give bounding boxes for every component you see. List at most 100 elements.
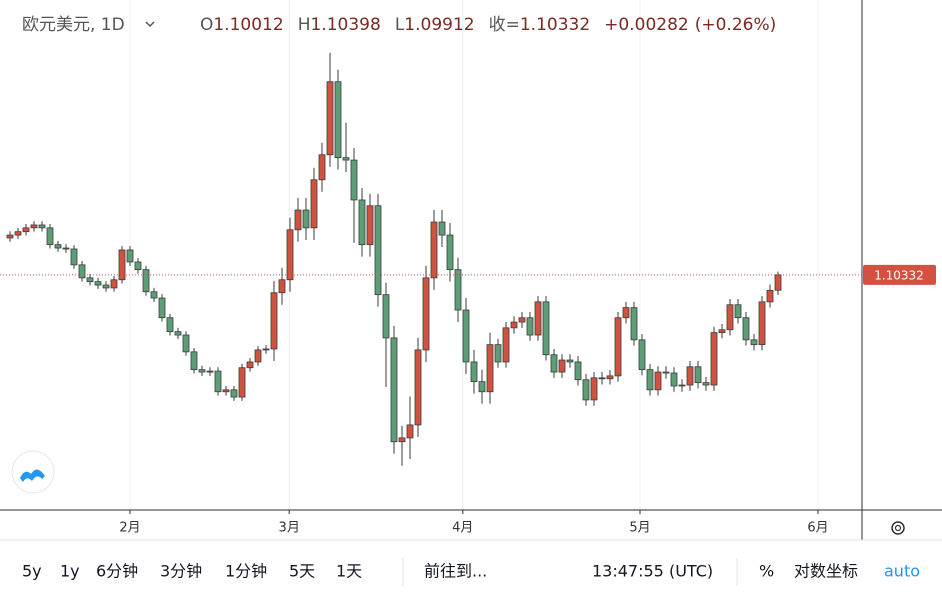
- candle-body: [758, 301, 766, 346]
- candle-body: [478, 381, 486, 393]
- candle-body: [686, 366, 694, 386]
- candle-body: [630, 307, 638, 341]
- candle-body: [406, 424, 414, 439]
- candle-body: [510, 321, 518, 329]
- candle-body: [358, 199, 366, 246]
- range-button[interactable]: 1分钟: [225, 562, 267, 581]
- candle-body: [86, 277, 94, 283]
- candle-body: [238, 367, 246, 398]
- candle-body: [710, 332, 718, 386]
- x-tick-label: 6月: [807, 521, 828, 536]
- logo-mark: [20, 469, 45, 482]
- ohlc-label: O: [200, 15, 213, 35]
- ohlc-label: H: [298, 15, 311, 35]
- logo[interactable]: [11, 450, 55, 494]
- candle-body: [694, 366, 702, 384]
- candle-body: [70, 248, 78, 266]
- candle-body: [102, 284, 110, 289]
- candle-body: [78, 264, 86, 279]
- candle-body: [486, 344, 494, 393]
- candle-body: [350, 159, 358, 201]
- candle-body: [718, 329, 726, 334]
- gear-hub: [894, 524, 902, 532]
- range-button[interactable]: 5y: [22, 562, 42, 581]
- candle-body: [310, 179, 318, 229]
- change-value: +0.00282: [604, 15, 689, 35]
- candle-body: [422, 277, 430, 351]
- log-button[interactable]: 对数坐标: [794, 562, 858, 581]
- range-button[interactable]: 6分钟: [96, 562, 138, 581]
- candle-body: [462, 309, 470, 363]
- candle-body: [214, 370, 222, 393]
- ohlc-value: 1.10012: [213, 15, 283, 35]
- candles: [6, 52, 782, 466]
- clock: 13:47:55 (UTC): [592, 562, 713, 581]
- ohlc-header: O1.10012 H1.10398 L1.09912 收=1.10332 +0.0028…: [200, 15, 776, 35]
- candle-body: [318, 154, 326, 181]
- candle-body: [150, 291, 158, 299]
- candle-body: [246, 361, 254, 369]
- candle-body: [30, 224, 38, 229]
- gear: [891, 521, 905, 535]
- candle-body: [54, 244, 62, 249]
- candle-body: [726, 304, 734, 331]
- ohlc-label: 收=: [489, 15, 520, 35]
- candle-body: [398, 437, 406, 443]
- candle-body: [22, 227, 30, 233]
- last-price-label: 1.10332: [874, 268, 924, 282]
- candle-body: [270, 292, 278, 350]
- ohlc-value: 1.10398: [311, 15, 381, 35]
- candle-body: [14, 231, 22, 236]
- candle-body: [470, 361, 478, 383]
- candle-body: [742, 317, 750, 341]
- ohlc-label: L: [395, 15, 405, 35]
- candle-body: [542, 301, 550, 356]
- goto-button[interactable]: 前往到...: [424, 562, 487, 581]
- auto-button[interactable]: auto: [884, 562, 920, 581]
- candle-body: [606, 375, 614, 380]
- candle-body: [614, 317, 622, 377]
- candle-body: [334, 81, 342, 159]
- candle-body: [438, 221, 446, 236]
- candle-body: [750, 339, 758, 346]
- candle-body: [678, 384, 686, 387]
- candle-body: [622, 307, 630, 319]
- grid: [129, 0, 819, 510]
- candle-body: [222, 389, 230, 393]
- candle-body: [534, 301, 542, 336]
- candle-body: [638, 339, 646, 371]
- candle-body: [702, 382, 710, 386]
- candle-body: [662, 371, 670, 374]
- candle-body: [494, 344, 502, 363]
- candle-body: [254, 349, 262, 363]
- chart-title: 欧元美元, 1D: [22, 15, 125, 35]
- candle-body: [118, 249, 126, 281]
- range-button[interactable]: 5天: [289, 562, 315, 581]
- ohlc-value: 1.10332: [520, 15, 590, 35]
- candle-body: [134, 261, 142, 271]
- range-button[interactable]: 1天: [336, 562, 362, 581]
- candle-body: [566, 359, 574, 363]
- candle-body: [558, 359, 566, 373]
- candle-body: [326, 81, 334, 156]
- candle-body: [774, 274, 782, 291]
- candle-body: [670, 372, 678, 387]
- x-tick-label: 2月: [119, 521, 140, 536]
- percent-button[interactable]: %: [759, 562, 774, 581]
- settings-icon[interactable]: [891, 521, 905, 535]
- candle-body: [414, 349, 422, 426]
- candle-body: [294, 209, 302, 231]
- candle-body: [582, 379, 590, 401]
- candle-body: [590, 377, 598, 401]
- candle-body: [446, 234, 454, 271]
- candle-body: [190, 351, 198, 371]
- candle-body: [166, 317, 174, 333]
- candle-body: [430, 221, 438, 279]
- range-button[interactable]: 3分钟: [160, 562, 202, 581]
- candle-body: [198, 369, 206, 373]
- last-price-box: [863, 264, 936, 285]
- candle-body: [94, 281, 102, 286]
- candle-body: [502, 327, 510, 363]
- range-button[interactable]: 1y: [60, 562, 80, 581]
